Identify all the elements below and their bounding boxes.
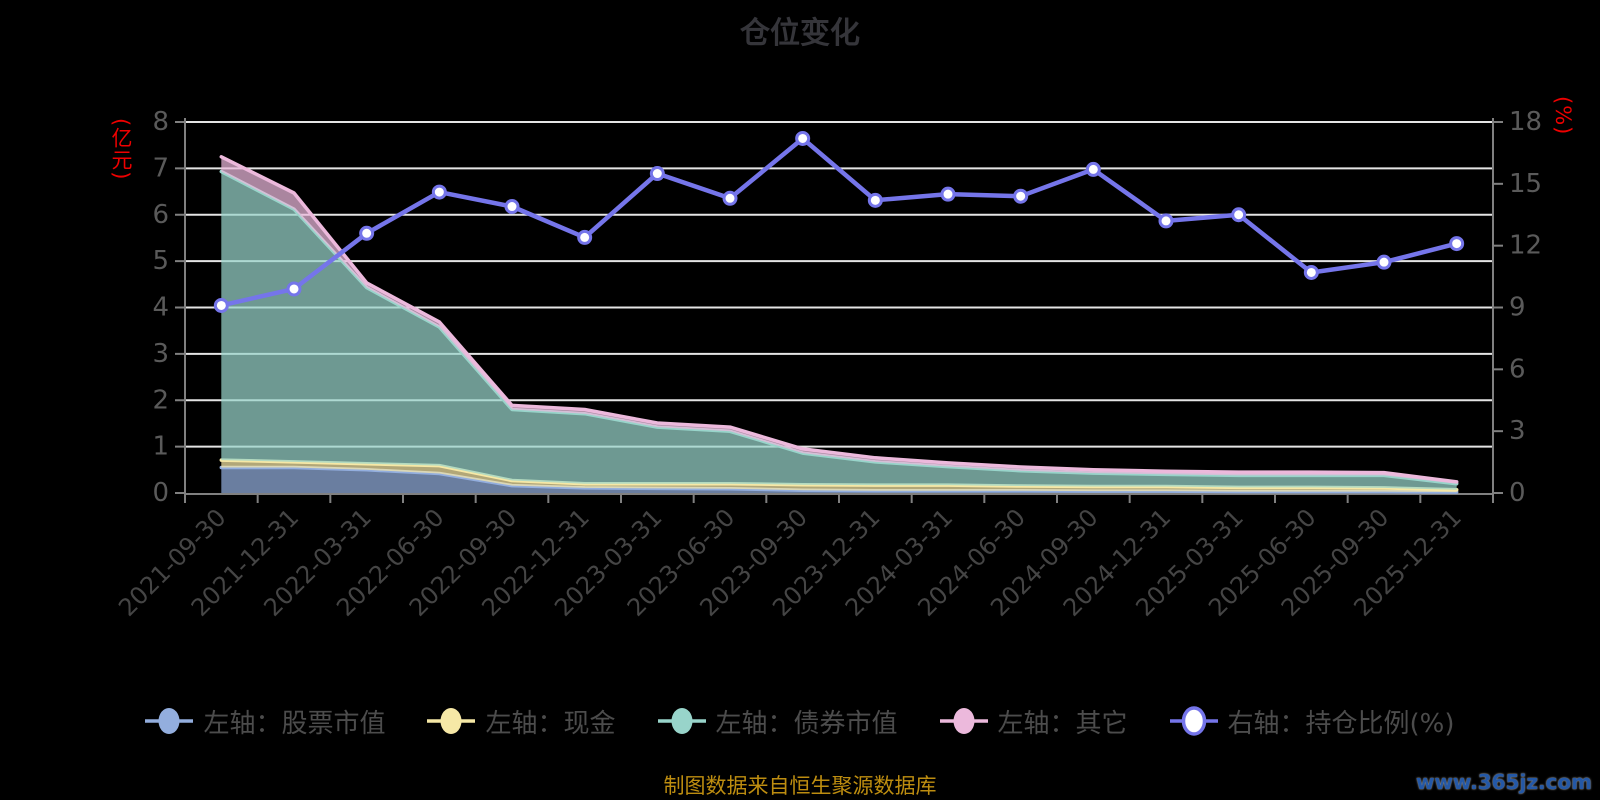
right-axis-tick-label: 0 xyxy=(1509,478,1526,508)
left-axis-tick-label: 8 xyxy=(152,107,169,137)
left-axis-unit-label: (亿元) xyxy=(109,118,133,181)
legend-item-other[interactable]: 左轴：其它 xyxy=(939,703,1128,740)
area-edge-other xyxy=(219,155,1459,484)
right-axis-tick-label: 15 xyxy=(1509,169,1542,199)
line-marker-ratio xyxy=(213,297,229,313)
left-axis-tick-label: 7 xyxy=(152,153,169,183)
left-axis-tick-label: 0 xyxy=(152,478,169,508)
legend-label-stock: 左轴：股票市值 xyxy=(203,708,386,739)
left-axis-tick-label: 4 xyxy=(152,293,169,323)
line-marker-ratio xyxy=(1085,161,1101,177)
legend-marker-other xyxy=(939,708,988,734)
legend-label-cash: 左轴：现金 xyxy=(485,708,616,739)
legend-label-bond: 左轴：债券市值 xyxy=(715,708,898,739)
line-marker-ratio xyxy=(940,186,956,202)
data-source-note: 制图数据来自恒生聚源数据库 xyxy=(663,774,937,798)
left-axis-tick-label: 6 xyxy=(152,200,169,230)
right-axis-unit-label: (%) xyxy=(1551,96,1575,136)
line-marker-ratio xyxy=(649,166,665,182)
line-marker-ratio xyxy=(867,192,883,208)
legend-marker-bond xyxy=(657,708,706,734)
line-ratio xyxy=(219,136,1459,308)
line-marker-ratio xyxy=(504,199,520,215)
area-bond xyxy=(221,171,1457,490)
line-marker-ratio xyxy=(1158,213,1174,229)
line-marker-ratio xyxy=(577,229,593,245)
left-axis-tick-label: 3 xyxy=(152,339,169,369)
line-marker-ratio xyxy=(1013,188,1029,204)
line-marker-ratio xyxy=(1376,254,1392,270)
legend-marker-ratio xyxy=(1169,706,1218,736)
right-axis-tick-label: 12 xyxy=(1509,231,1542,261)
chart-title: 仓位变化 xyxy=(740,16,860,51)
legend-item-bond[interactable]: 左轴：债券市值 xyxy=(657,703,898,740)
right-axis-tick-label: 18 xyxy=(1509,107,1542,137)
left-axis-tick-label: 5 xyxy=(152,246,169,276)
legend-item-ratio[interactable]: 右轴：持仓比例(%) xyxy=(1169,703,1455,740)
right-axis-tick-label: 3 xyxy=(1509,416,1526,446)
line-marker-ratio xyxy=(359,225,375,241)
legend-item-stock[interactable]: 左轴：股票市值 xyxy=(145,703,385,740)
legend-label-ratio: 右轴：持仓比例(%) xyxy=(1227,708,1455,739)
legend-label-other: 左轴：其它 xyxy=(997,708,1128,739)
legend-marker-stock xyxy=(145,708,194,734)
left-axis-tick-label: 1 xyxy=(152,432,169,462)
line-marker-ratio xyxy=(431,184,447,200)
area-cash xyxy=(221,460,1457,493)
line-marker-ratio xyxy=(1449,236,1465,252)
site-watermark: www.365jz.com xyxy=(1415,770,1592,794)
line-marker-ratio xyxy=(1231,207,1247,223)
chart-legend: 左轴：股票市值 左轴：现金 左轴：债券市值 左轴：其它 右轴：持仓比例(%) xyxy=(0,698,1600,744)
left-axis-tick-label: 2 xyxy=(152,385,169,415)
line-marker-ratio xyxy=(286,281,302,297)
legend-item-cash[interactable]: 左轴：现金 xyxy=(427,703,616,740)
right-axis-tick-label: 6 xyxy=(1509,354,1526,384)
line-marker-ratio xyxy=(1303,264,1319,280)
right-axis-tick-label: 9 xyxy=(1509,293,1526,323)
legend-marker-cash xyxy=(427,708,476,734)
line-marker-ratio xyxy=(795,130,811,146)
line-marker-ratio xyxy=(722,190,738,206)
